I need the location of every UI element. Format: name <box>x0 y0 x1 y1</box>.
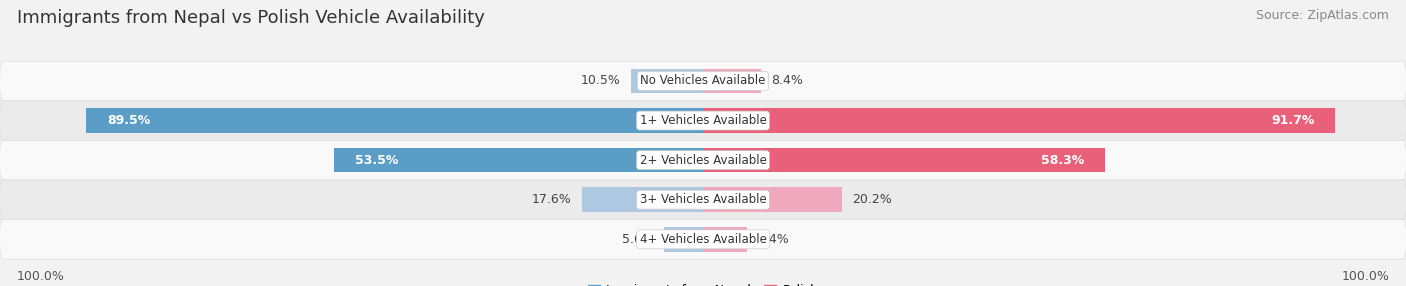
Bar <box>703 69 761 93</box>
FancyBboxPatch shape <box>0 180 1406 220</box>
Text: 4+ Vehicles Available: 4+ Vehicles Available <box>640 233 766 246</box>
Text: 10.5%: 10.5% <box>581 74 620 88</box>
Text: Immigrants from Nepal vs Polish Vehicle Availability: Immigrants from Nepal vs Polish Vehicle … <box>17 9 485 27</box>
Bar <box>582 188 703 212</box>
Text: 5.6%: 5.6% <box>623 233 654 246</box>
Text: 1+ Vehicles Available: 1+ Vehicles Available <box>640 114 766 127</box>
FancyBboxPatch shape <box>0 220 1406 259</box>
Text: 17.6%: 17.6% <box>531 193 571 206</box>
Text: 91.7%: 91.7% <box>1271 114 1315 127</box>
Text: 3+ Vehicles Available: 3+ Vehicles Available <box>640 193 766 206</box>
Bar <box>703 188 842 212</box>
Text: 100.0%: 100.0% <box>17 270 65 283</box>
Bar <box>631 69 703 93</box>
Bar <box>86 108 703 133</box>
Text: 2+ Vehicles Available: 2+ Vehicles Available <box>640 154 766 167</box>
FancyBboxPatch shape <box>0 61 1406 101</box>
Text: 58.3%: 58.3% <box>1040 154 1084 167</box>
Text: 20.2%: 20.2% <box>852 193 893 206</box>
Bar <box>703 227 747 252</box>
Text: 89.5%: 89.5% <box>107 114 150 127</box>
Bar <box>665 227 703 252</box>
FancyBboxPatch shape <box>0 140 1406 180</box>
Text: 8.4%: 8.4% <box>772 74 803 88</box>
Bar <box>703 148 1105 172</box>
Text: 100.0%: 100.0% <box>1341 270 1389 283</box>
Bar <box>335 148 703 172</box>
Legend: Immigrants from Nepal, Polish: Immigrants from Nepal, Polish <box>582 279 824 286</box>
Text: Source: ZipAtlas.com: Source: ZipAtlas.com <box>1256 9 1389 21</box>
Text: 6.4%: 6.4% <box>758 233 789 246</box>
FancyBboxPatch shape <box>0 101 1406 140</box>
Text: No Vehicles Available: No Vehicles Available <box>640 74 766 88</box>
Bar <box>703 108 1336 133</box>
Text: 53.5%: 53.5% <box>354 154 398 167</box>
